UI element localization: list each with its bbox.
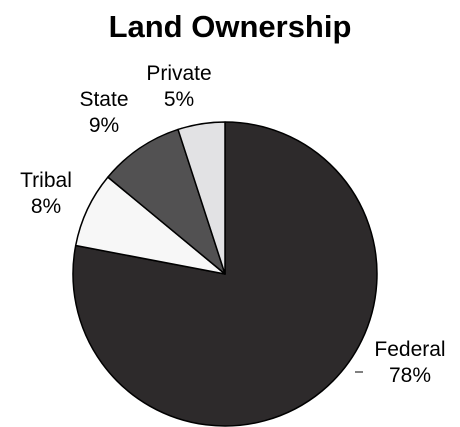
slice-value-state: 9% — [89, 114, 119, 137]
slice-value-tribal: 8% — [31, 195, 61, 218]
slice-label-federal: Federal — [374, 338, 445, 361]
slice-value-federal: 78% — [389, 364, 431, 387]
slice-label-state: State — [79, 88, 128, 111]
slice-value-private: 5% — [164, 88, 194, 111]
slice-labels: Federal 78% Tribal 8% State 9% Private 5% — [20, 62, 445, 387]
slice-label-tribal: Tribal — [20, 169, 72, 192]
slice-label-private: Private — [146, 62, 211, 85]
pie-slice-federal — [72, 121, 378, 427]
pie-slice-private — [177, 121, 226, 275]
chart-title: Land Ownership — [109, 9, 352, 44]
pie-slice-state — [107, 128, 226, 275]
pie-slices — [72, 121, 378, 427]
